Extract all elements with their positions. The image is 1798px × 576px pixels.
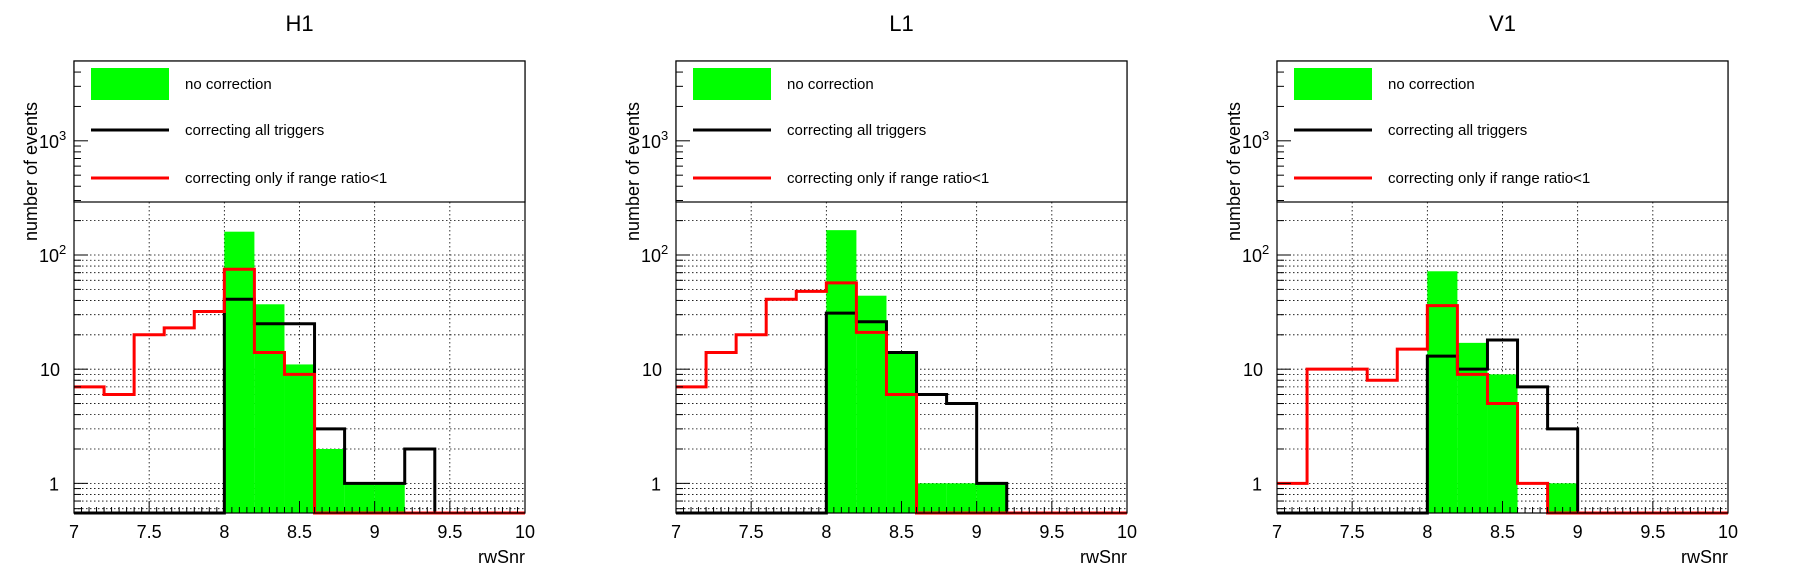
y-tick-label: 103 — [641, 128, 668, 152]
x-axis-label: rwSnr — [1080, 547, 1127, 567]
y-axis-label: number of events — [623, 102, 643, 241]
legend-label: correcting all triggers — [787, 122, 926, 139]
y-axis-ticks — [74, 71, 88, 510]
y-tick-label: 102 — [641, 242, 668, 266]
x-axis-ticks — [73, 501, 526, 513]
y-tick-label: 102 — [1242, 242, 1269, 266]
x-tick-label: 8.5 — [1490, 522, 1515, 542]
x-tick-label: 7.5 — [1340, 522, 1365, 542]
chart-panel-v1: V1 rwSnr number of events no correction corr… — [1224, 11, 1738, 567]
x-tick-label: 7 — [671, 522, 681, 542]
x-tick-label: 7.5 — [739, 522, 764, 542]
x-tick-label: 9 — [370, 522, 380, 542]
x-tick-label: 7.5 — [137, 522, 162, 542]
histogram-bar — [1487, 374, 1518, 513]
legend-swatch-filled — [91, 68, 169, 100]
x-tick-label: 8 — [1422, 522, 1432, 542]
x-tick-label: 8 — [821, 522, 831, 542]
legend-label: correcting all triggers — [1388, 122, 1527, 139]
histogram-bar — [284, 364, 315, 513]
x-tick-label: 7 — [69, 522, 79, 542]
chart-title: H1 — [285, 11, 313, 36]
chart-title: L1 — [889, 11, 913, 36]
legend-label: no correction — [185, 76, 272, 93]
legend-label: no correction — [787, 76, 874, 93]
chart-panel-l1: L1 rwSnr number of events no correction corr… — [623, 11, 1137, 567]
legend-swatch-filled — [1294, 68, 1372, 100]
x-axis-ticks — [1276, 501, 1729, 513]
y-tick-label: 10 — [1243, 360, 1263, 380]
histogram-bar — [1427, 271, 1458, 513]
y-tick-label: 103 — [1242, 128, 1269, 152]
legend-label: correcting only if range ratio<1 — [1388, 170, 1590, 187]
y-tick-label: 1 — [651, 474, 661, 494]
chart-title: V1 — [1489, 11, 1516, 36]
legend-swatch-filled — [693, 68, 771, 100]
legend-label: correcting only if range ratio<1 — [787, 170, 989, 187]
x-tick-label: 7 — [1272, 522, 1282, 542]
x-tick-label: 10 — [1117, 522, 1137, 542]
y-axis-label: number of events — [21, 102, 41, 241]
y-axis-ticks — [1277, 71, 1291, 510]
x-tick-label: 10 — [1718, 522, 1738, 542]
x-axis-label: rwSnr — [1681, 547, 1728, 567]
y-tick-label: 1 — [49, 474, 59, 494]
histogram-bar — [826, 230, 857, 514]
x-tick-label: 8.5 — [889, 522, 914, 542]
y-tick-label: 10 — [40, 360, 60, 380]
y-tick-label: 103 — [39, 128, 66, 152]
x-tick-label: 9 — [972, 522, 982, 542]
histogram-bar — [314, 448, 345, 513]
y-tick-label: 102 — [39, 242, 66, 266]
legend-label: correcting all triggers — [185, 122, 324, 139]
x-tick-label: 10 — [515, 522, 535, 542]
y-tick-label: 10 — [642, 360, 662, 380]
histogram-bar — [886, 352, 917, 513]
y-axis-ticks — [676, 71, 690, 510]
x-tick-label: 9.5 — [1640, 522, 1665, 542]
y-tick-label: 1 — [1252, 474, 1262, 494]
histogram-bar — [856, 295, 887, 513]
x-tick-label: 9.5 — [437, 522, 462, 542]
y-axis-label: number of events — [1224, 102, 1244, 241]
histogram-bar — [254, 304, 285, 513]
x-tick-label: 8.5 — [287, 522, 312, 542]
x-axis-label: rwSnr — [478, 547, 525, 567]
x-tick-label: 9 — [1573, 522, 1583, 542]
x-tick-label: 9.5 — [1039, 522, 1064, 542]
x-axis-ticks — [675, 501, 1128, 513]
x-tick-label: 8 — [219, 522, 229, 542]
histogram-bar — [1457, 342, 1488, 513]
legend-label: no correction — [1388, 76, 1475, 93]
histogram-bar — [224, 231, 255, 513]
chart-panel-h1: H1 rwSnr number of events no correction corr… — [21, 11, 535, 567]
legend-label: correcting only if range ratio<1 — [185, 170, 387, 187]
